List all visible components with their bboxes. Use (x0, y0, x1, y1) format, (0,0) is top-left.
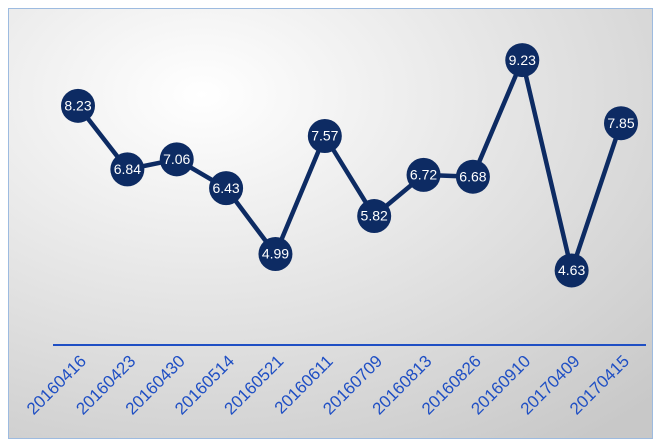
data-point (455, 159, 490, 194)
data-point (209, 171, 244, 206)
data-point (159, 142, 194, 177)
data-label: 8.23 (64, 98, 91, 114)
data-point (307, 118, 342, 153)
data-point (110, 152, 145, 187)
data-label: 7.85 (607, 115, 634, 131)
data-label: 6.43 (212, 180, 239, 196)
data-point (554, 253, 589, 288)
plot-background (8, 8, 653, 439)
data-label: 4.99 (262, 246, 289, 262)
data-point (258, 236, 293, 271)
data-label: 7.57 (311, 128, 338, 144)
data-point (604, 106, 638, 141)
data-label: 7.06 (163, 151, 190, 167)
data-point (61, 88, 95, 123)
data-point (406, 157, 441, 192)
data-label: 6.68 (459, 168, 486, 184)
data-point (505, 43, 540, 78)
data-label: 6.72 (410, 167, 437, 183)
data-label: 9.23 (509, 52, 536, 68)
data-label: 6.84 (114, 161, 141, 177)
data-point (357, 199, 392, 234)
data-label: 5.82 (361, 208, 388, 224)
data-label: 4.63 (558, 262, 585, 278)
